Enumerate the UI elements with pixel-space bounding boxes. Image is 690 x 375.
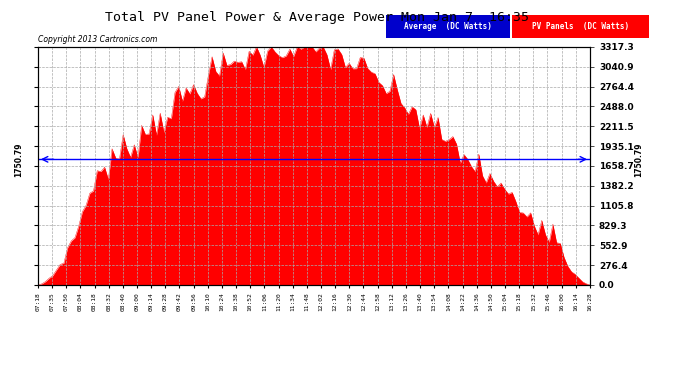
Text: PV Panels  (DC Watts): PV Panels (DC Watts) bbox=[532, 22, 629, 31]
Bar bbox=[386, 15, 510, 38]
Text: Total PV Panel Power & Average Power Mon Jan 7  16:35: Total PV Panel Power & Average Power Mon… bbox=[106, 11, 529, 24]
Text: Average  (DC Watts): Average (DC Watts) bbox=[404, 22, 492, 31]
Text: 1750.79: 1750.79 bbox=[634, 142, 643, 177]
Text: Copyright 2013 Cartronics.com: Copyright 2013 Cartronics.com bbox=[38, 36, 157, 45]
Bar bbox=[512, 15, 649, 38]
Text: 1750.79: 1750.79 bbox=[14, 142, 23, 177]
